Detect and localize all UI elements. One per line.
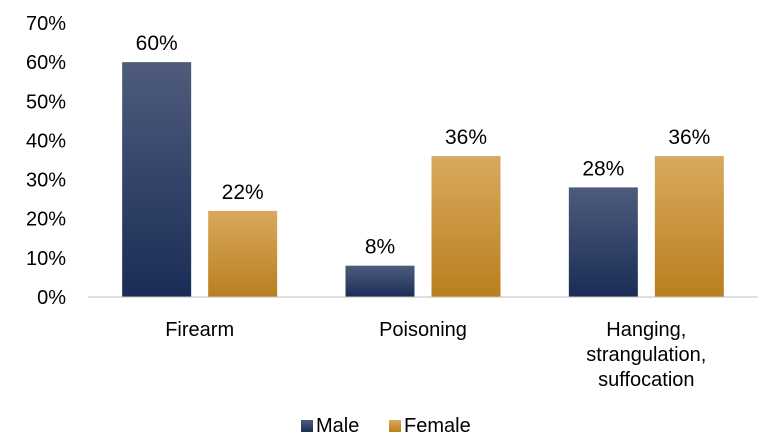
y-tick-label: 70% [26, 13, 66, 35]
legend: Male Female [301, 415, 471, 436]
category-label: strangulation, [586, 344, 706, 366]
bar-female-1 [431, 156, 501, 297]
y-axis: 0% 10% 20% 30% 40% 50% 60% 70% [26, 13, 66, 309]
category-label: suffocation [598, 369, 694, 391]
y-tick-label: 60% [26, 52, 66, 74]
data-label-female-0: 22% [222, 181, 264, 204]
bar-male-2 [568, 187, 638, 297]
data-label-male-2: 28% [582, 157, 624, 180]
category-labels: Firearm Poisoning Hanging, strangulation, su… [165, 319, 706, 391]
bar-male-1 [345, 265, 415, 297]
y-tick-label: 40% [26, 130, 66, 152]
data-label-male-1: 8% [365, 236, 395, 259]
y-tick-label: 20% [26, 209, 66, 231]
bar-female-0 [208, 210, 278, 297]
category-label: Firearm [165, 319, 234, 341]
bar-female-2 [654, 156, 724, 297]
data-labels: 60% 22% 8% 36% 28% 36% [136, 32, 711, 259]
data-label-female-2: 36% [668, 126, 710, 149]
legend-label-female: Female [404, 415, 471, 436]
y-tick-label: 10% [26, 248, 66, 270]
bars [122, 62, 724, 298]
y-tick-label: 30% [26, 170, 66, 192]
data-label-male-0: 60% [136, 32, 178, 55]
y-tick-label: 0% [37, 287, 66, 309]
data-label-female-1: 36% [445, 126, 487, 149]
legend-label-male: Male [316, 415, 359, 436]
bar-male-0 [122, 62, 192, 298]
legend-swatch-male [301, 420, 313, 432]
legend-swatch-female [389, 420, 401, 432]
category-label: Poisoning [379, 319, 467, 341]
category-label: Hanging, [606, 319, 686, 341]
y-tick-label: 50% [26, 91, 66, 113]
